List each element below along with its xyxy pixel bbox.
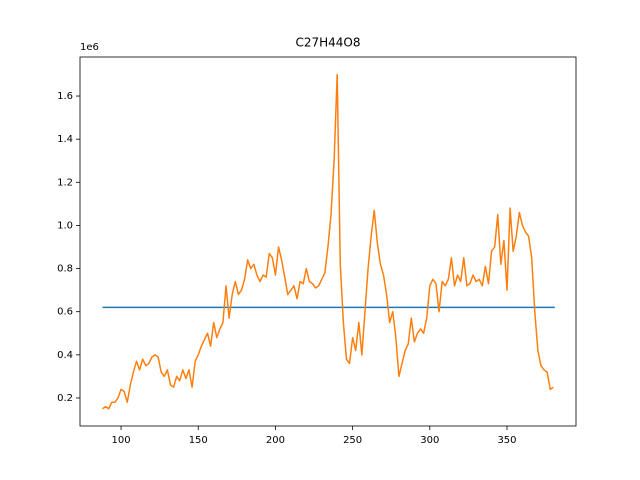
- y-tick-label: 1.0: [57, 220, 73, 231]
- x-tick-label: 250: [343, 435, 362, 446]
- y-tick-label: 0.2: [57, 393, 73, 404]
- x-tick-label: 150: [189, 435, 208, 446]
- y-tick-label: 0.6: [57, 307, 73, 318]
- x-tick-label: 350: [497, 435, 516, 446]
- y-tick-label: 1.4: [57, 134, 73, 145]
- x-tick-label: 200: [266, 435, 285, 446]
- x-tick-label: 300: [420, 435, 439, 446]
- plot-frame: [79, 56, 577, 427]
- y-offset-label: 1e6: [80, 42, 99, 53]
- x-tick-label: 100: [112, 435, 131, 446]
- y-tick-label: 0.4: [57, 350, 73, 361]
- y-tick-label: 0.8: [57, 264, 73, 275]
- series-line: [102, 73, 554, 410]
- y-tick-label: 1.2: [57, 177, 73, 188]
- y-tick-label: 1.6: [57, 91, 73, 102]
- chart-title: C27H44O8: [295, 36, 360, 50]
